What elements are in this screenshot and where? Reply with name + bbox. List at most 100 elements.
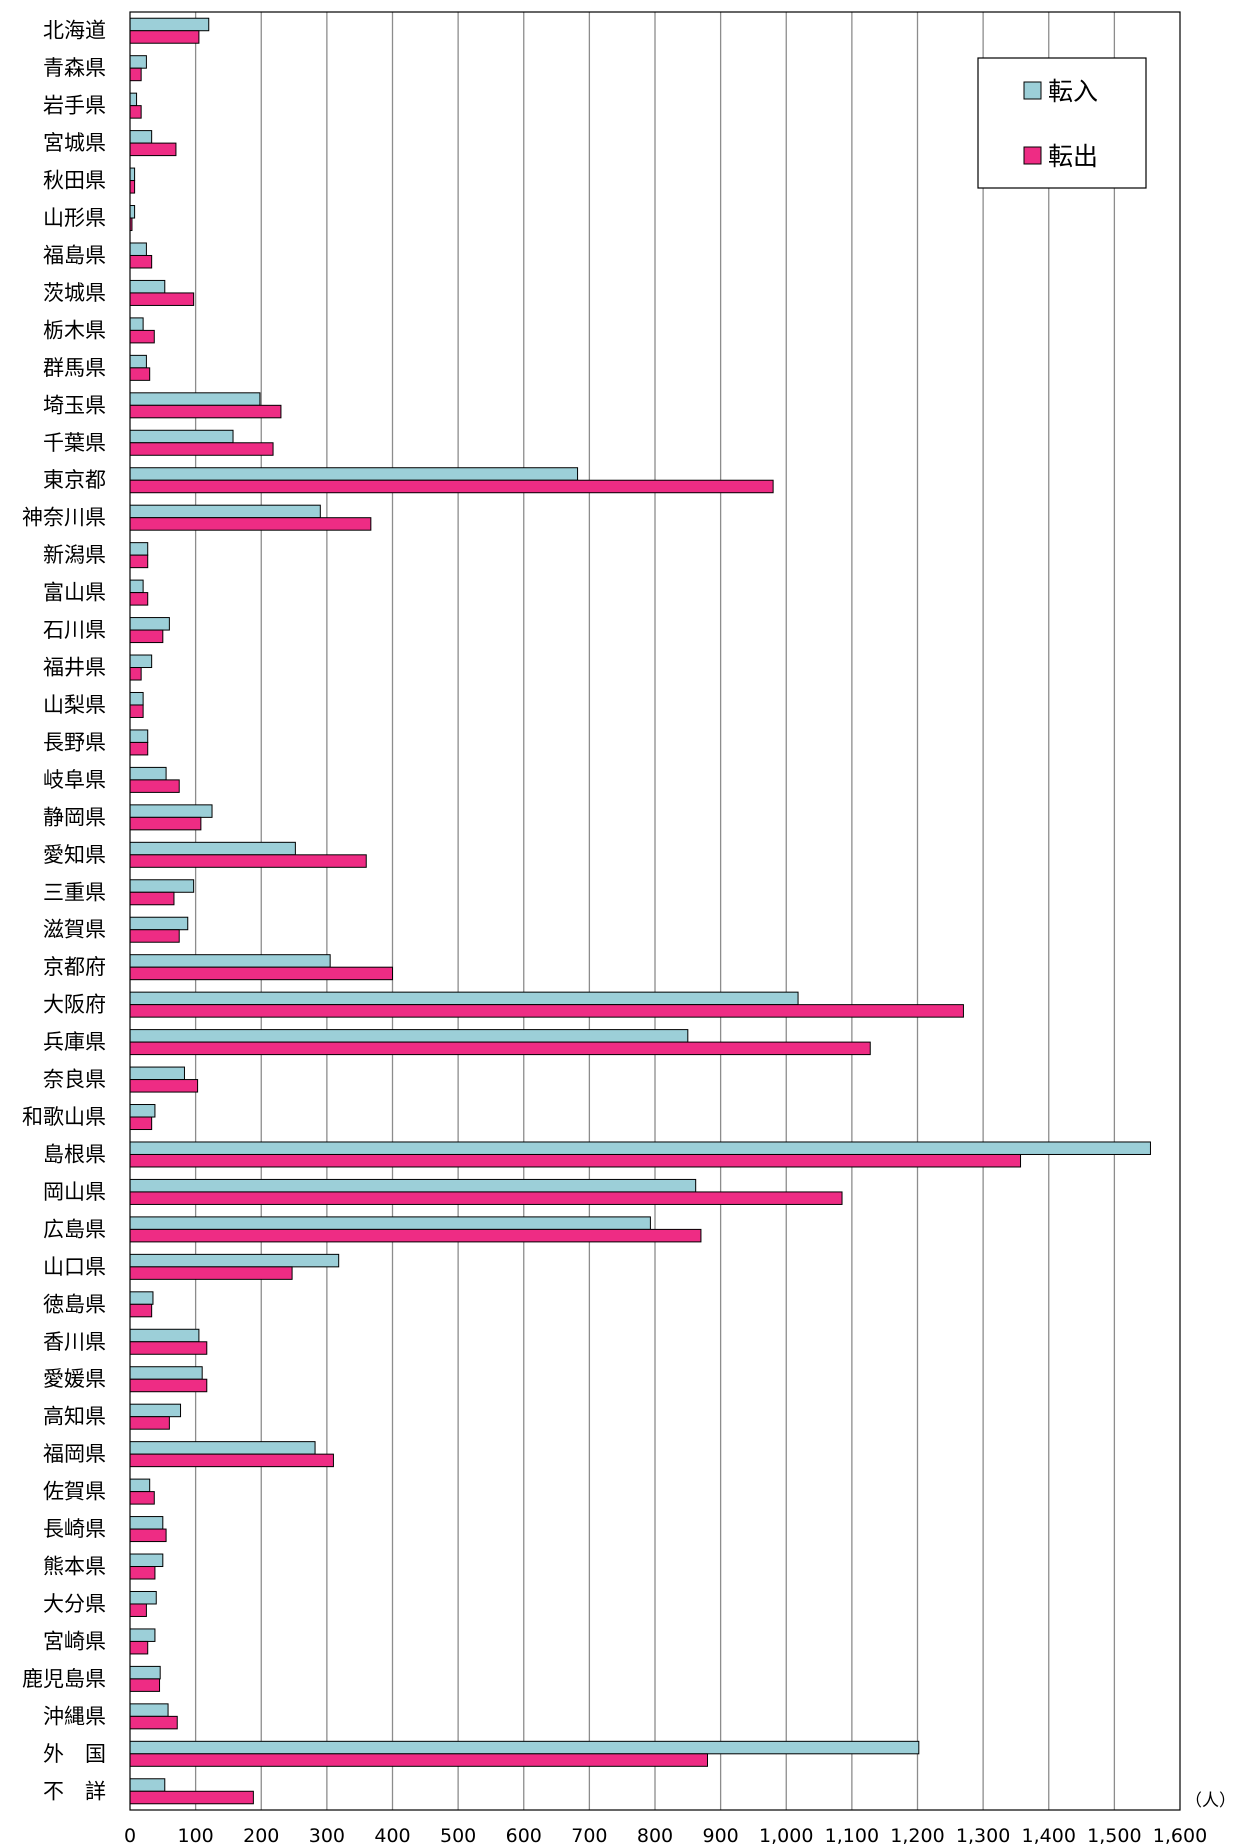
bar-tennyu	[129, 804, 213, 818]
bar-tenshutsu	[129, 929, 180, 943]
category-label: 東京都	[43, 468, 106, 492]
bar-tennyu	[129, 617, 170, 631]
bar-tenshutsu	[129, 554, 149, 569]
x-tick-label: 1,200	[890, 1825, 944, 1847]
category-label: 石川県	[43, 618, 106, 642]
x-tick-label: 300	[309, 1825, 345, 1847]
bar-tenshutsu	[129, 142, 177, 157]
bar-tennyu	[129, 1628, 156, 1642]
x-tick-label: 900	[702, 1825, 738, 1847]
x-tick-label: 800	[637, 1825, 673, 1847]
category-label: 山梨県	[43, 693, 106, 717]
bar-tenshutsu	[129, 1453, 334, 1468]
x-tick-label: 500	[440, 1825, 476, 1847]
bar-tenshutsu	[129, 816, 202, 831]
category-label: 愛媛県	[43, 1367, 106, 1391]
bar-tenshutsu	[129, 1341, 208, 1355]
bar-tennyu	[129, 205, 136, 219]
bar-tenshutsu	[129, 442, 274, 456]
category-label: 宮城県	[43, 131, 106, 155]
bar-tennyu	[129, 92, 138, 107]
bar-tenshutsu	[129, 517, 372, 531]
category-label: 島根県	[43, 1142, 106, 1166]
bar-tennyu	[129, 991, 799, 1006]
bar-tennyu	[129, 467, 579, 481]
x-tick-label: 1,400	[1022, 1825, 1076, 1847]
legend-label: 転入	[1048, 77, 1098, 106]
bar-tenshutsu	[129, 779, 180, 793]
bar-tennyu	[129, 1478, 151, 1493]
bar-tennyu	[129, 542, 149, 556]
x-tick-label: 1,300	[956, 1825, 1010, 1847]
bar-tenshutsu	[129, 741, 149, 756]
category-label: 埼玉県	[43, 393, 106, 417]
bar-tenshutsu	[129, 404, 282, 419]
category-label: 山形県	[43, 206, 106, 230]
bar-tennyu	[129, 1590, 157, 1605]
x-tick-label: 0	[124, 1825, 136, 1847]
category-label: 兵庫県	[43, 1030, 106, 1054]
bar-tenshutsu	[129, 1416, 170, 1430]
bar-tenshutsu	[129, 1491, 155, 1505]
bar-tennyu	[129, 841, 296, 856]
bar-tennyu	[129, 504, 321, 519]
bar-tenshutsu	[129, 479, 774, 494]
legend-swatch	[1023, 146, 1042, 165]
category-label: 香川県	[43, 1330, 106, 1354]
bar-tennyu	[129, 579, 144, 594]
category-label: 愛知県	[43, 843, 106, 867]
bar-tennyu	[129, 879, 195, 893]
category-label: 山口県	[43, 1255, 106, 1279]
bar-tennyu	[129, 766, 167, 781]
category-label: 沖縄県	[43, 1704, 106, 1728]
bar-tenshutsu	[129, 367, 151, 381]
bar-tennyu	[129, 354, 147, 369]
bar-tenshutsu	[129, 891, 175, 906]
bar-tenshutsu	[129, 1116, 153, 1131]
bar-tennyu	[129, 429, 234, 444]
category-label: 静岡県	[43, 805, 106, 829]
bar-tenshutsu	[129, 1753, 708, 1767]
legend-box	[977, 57, 1147, 189]
bar-tenshutsu	[129, 1266, 293, 1280]
bar-tenshutsu	[129, 1079, 199, 1093]
category-label: 千葉県	[43, 431, 106, 455]
category-label: 和歌山県	[22, 1105, 106, 1129]
bar-tenshutsu	[129, 180, 136, 194]
category-label: 鹿児島県	[22, 1667, 106, 1691]
bars	[129, 17, 1151, 1805]
category-label: 滋賀県	[43, 918, 106, 942]
legend-label: 転出	[1048, 142, 1098, 171]
bar-tenshutsu	[129, 1228, 702, 1243]
bar-tennyu	[129, 1740, 920, 1755]
bar-tenshutsu	[129, 254, 153, 269]
bar-tenshutsu	[129, 966, 393, 981]
bar-tennyu	[129, 167, 136, 182]
category-label: 大阪府	[43, 993, 106, 1017]
bar-tennyu	[129, 1141, 1151, 1155]
category-label: 新潟県	[43, 543, 106, 567]
category-label: 熊本県	[43, 1555, 106, 1579]
category-label: 佐賀県	[43, 1480, 106, 1504]
bar-tennyu	[129, 1553, 164, 1568]
x-tick-label: 600	[506, 1825, 542, 1847]
x-tick-label: 1,100	[825, 1825, 879, 1847]
bar-tenshutsu	[129, 1041, 871, 1056]
x-tick-label: 400	[374, 1825, 410, 1847]
bar-tennyu	[129, 279, 166, 294]
bar-tenshutsu	[129, 667, 142, 681]
x-tick-label: 700	[571, 1825, 607, 1847]
category-label: 青森県	[43, 56, 106, 80]
bar-tenshutsu	[129, 1715, 178, 1730]
category-label: 奈良県	[43, 1068, 106, 1092]
category-label: 不 詳	[43, 1779, 106, 1803]
bar-tennyu	[129, 1253, 340, 1268]
category-labels: 北海道青森県岩手県宮城県秋田県山形県福島県茨城県栃木県群馬県埼玉県千葉県東京都神…	[22, 19, 106, 1804]
category-label: 高知県	[43, 1405, 106, 1429]
bar-tennyu	[129, 691, 144, 706]
x-tick-label: 200	[243, 1825, 279, 1847]
category-label: 長崎県	[43, 1517, 106, 1541]
bar-tenshutsu	[129, 1191, 843, 1205]
